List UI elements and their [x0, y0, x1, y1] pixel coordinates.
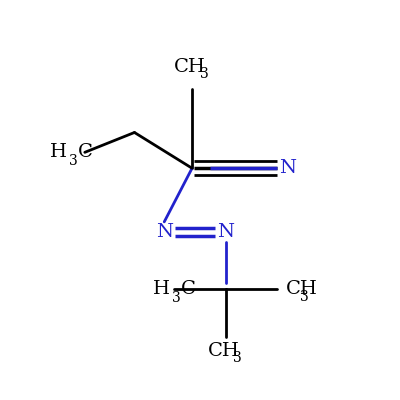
Text: 3: 3 [200, 67, 208, 81]
Text: H: H [153, 280, 170, 298]
Text: N: N [217, 223, 234, 241]
Text: N: N [156, 223, 173, 241]
Text: 3: 3 [233, 351, 242, 365]
Text: CH: CH [286, 280, 317, 298]
Text: 3: 3 [300, 290, 309, 304]
Text: 3: 3 [172, 291, 181, 305]
Text: CH: CH [208, 342, 240, 360]
Text: C: C [181, 280, 196, 298]
Text: C: C [78, 143, 93, 161]
Text: N: N [279, 159, 296, 177]
Text: 3: 3 [69, 154, 78, 168]
Text: H: H [50, 143, 67, 161]
Text: CH: CH [174, 58, 206, 76]
